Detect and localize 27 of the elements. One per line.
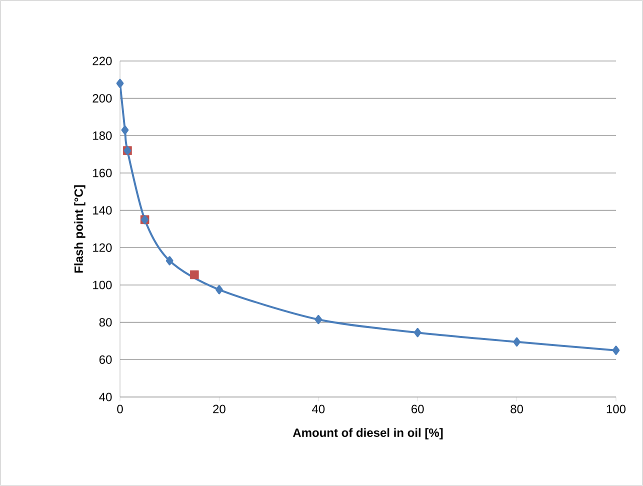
x-tick-label: 40 bbox=[312, 404, 325, 414]
point bbox=[121, 125, 129, 135]
x-axis-title: Amount of diesel in oil [%] bbox=[292, 428, 443, 440]
x-tick-label: 80 bbox=[510, 404, 524, 414]
y-tick-label: 60 bbox=[99, 355, 112, 364]
y-tick-label: 80 bbox=[99, 318, 112, 327]
y-tick-label: 220 bbox=[92, 56, 112, 66]
point bbox=[166, 256, 174, 266]
y-tick-label: 200 bbox=[92, 94, 112, 103]
point bbox=[314, 314, 322, 324]
point bbox=[116, 78, 124, 88]
y-tick-label: 180 bbox=[93, 131, 112, 140]
y-tick-label: 160 bbox=[93, 168, 112, 178]
y-tick-label: 100 bbox=[93, 280, 112, 290]
y-axis-title: Flash point [°C] bbox=[74, 185, 86, 273]
y-tick-label: 40 bbox=[99, 392, 112, 402]
x-tick-label: 0 bbox=[117, 404, 123, 414]
x-tick-label: 60 bbox=[412, 404, 424, 414]
point bbox=[612, 346, 620, 355]
x-tick-label: 100 bbox=[606, 404, 626, 414]
point bbox=[216, 285, 223, 294]
point bbox=[190, 270, 199, 280]
point bbox=[414, 328, 422, 338]
point bbox=[513, 337, 520, 347]
y-tick-label: 120 bbox=[93, 243, 112, 252]
x-tick-label: 20 bbox=[213, 404, 226, 414]
y-tick-label: 140 bbox=[93, 206, 112, 215]
